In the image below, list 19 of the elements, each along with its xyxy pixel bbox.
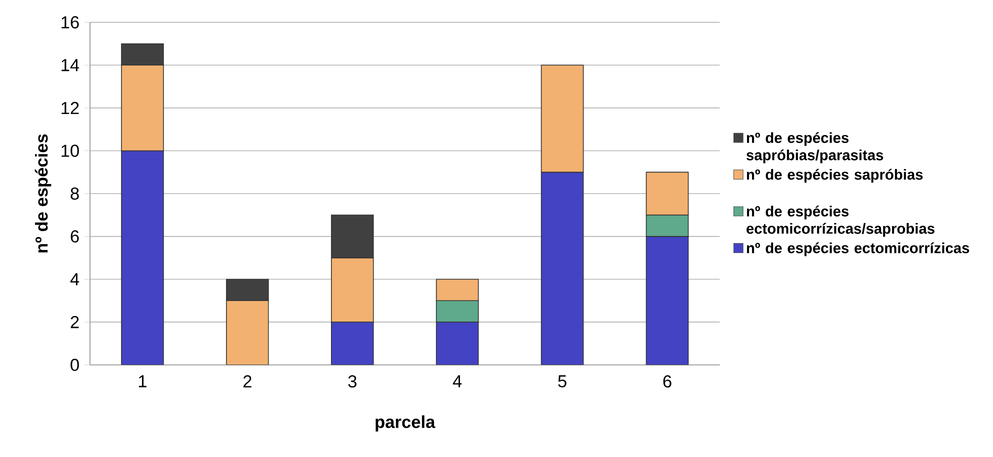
- y-tick-label: 4: [70, 273, 80, 286]
- x-tick-label: 2: [243, 375, 252, 388]
- x-tick-label: 5: [558, 375, 566, 388]
- y-axis-title: nº de espécies: [34, 134, 52, 252]
- y-tick-label: 14: [62, 59, 80, 72]
- y-tick-label: 10: [62, 144, 79, 157]
- y-tick-label: 2: [70, 316, 79, 328]
- y-tick-label: 16: [62, 16, 79, 28]
- legend-label: nº de espécies sapróbias: [746, 168, 923, 183]
- y-tick-label: 6: [70, 230, 79, 242]
- x-tick-label: 1: [138, 375, 146, 388]
- legend-label: nº de espécies ectomicorrízicas: [746, 242, 970, 256]
- y-tick-label: 0: [70, 358, 79, 371]
- x-axis-title: parcela: [376, 415, 436, 432]
- y-tick-label: 8: [70, 187, 79, 200]
- x-tick-label: 3: [348, 375, 356, 388]
- x-tick-label: 6: [663, 375, 672, 388]
- x-tick-label: 4: [452, 375, 462, 388]
- y-tick-label: 12: [62, 102, 79, 114]
